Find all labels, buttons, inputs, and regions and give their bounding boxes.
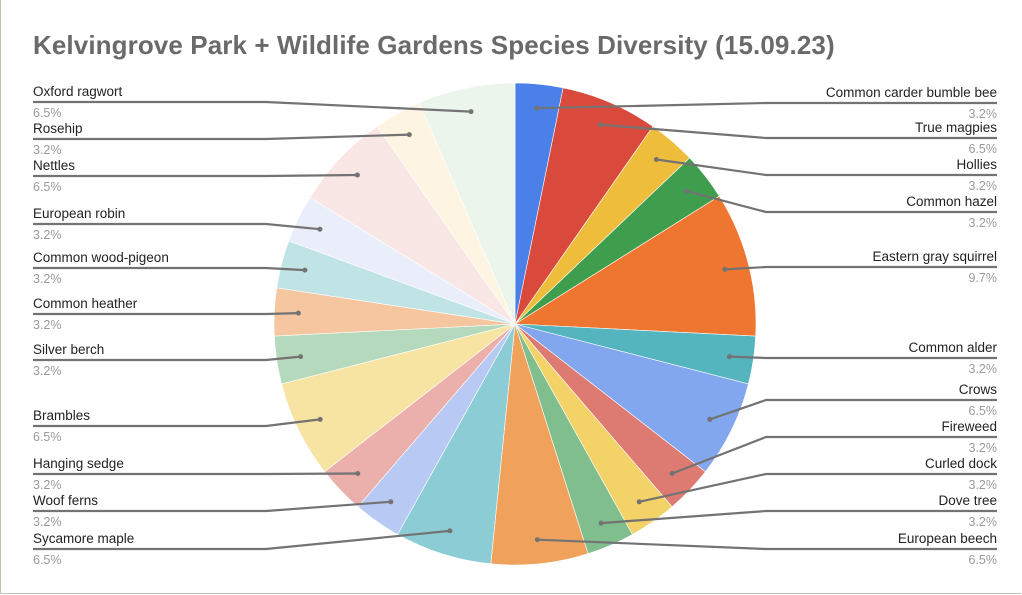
slice-percent-eastern-gray-squirrel: 9.7%: [969, 271, 998, 285]
leader-dot-common-carder-bumble-bee: [534, 105, 540, 111]
slice-percent-common-heather: 3.2%: [33, 318, 62, 332]
leader-line-eastern-gray-squirrel: [724, 265, 997, 271]
slice-label-nettles: Nettles: [33, 158, 75, 173]
slice-percent-common-carder-bumble-bee: 3.2%: [969, 107, 998, 121]
leader-line-brambles: [33, 418, 321, 428]
slice-percent-rosehip: 3.2%: [33, 143, 62, 157]
slice-label-true-magpies: True magpies: [915, 120, 997, 135]
slice-percent-woof-ferns: 3.2%: [33, 515, 62, 529]
leader-line-fireweed: [671, 435, 997, 475]
leader-dot-common-heather: [295, 310, 301, 316]
leader-dot-fireweed: [669, 471, 675, 476]
leader-line-curled-dock: [638, 472, 997, 503]
leader-dot-woof-ferns: [388, 499, 394, 505]
leader-dot-sycamore-maple: [447, 528, 453, 534]
chart-title: Kelvingrove Park + Wildlife Gardens Spec…: [33, 30, 835, 60]
leader-dot-eastern-gray-squirrel: [722, 266, 728, 272]
slice-percent-true-magpies: 6.5%: [969, 142, 998, 156]
slice-percent-common-wood-pigeon: 3.2%: [33, 272, 62, 286]
leader-line-silver-berch: [33, 355, 301, 362]
slice-label-european-robin: European robin: [33, 206, 125, 221]
slice-percent-european-beech: 6.5%: [969, 553, 998, 567]
leader-line-common-wood-pigeon: [33, 266, 305, 272]
leader-line-sycamore-maple: [33, 529, 451, 551]
leader-line-hollies: [656, 158, 997, 177]
leader-dot-true-magpies: [598, 122, 603, 128]
leader-line-nettles: [33, 173, 358, 178]
slice-label-oxford-ragwort: Oxford ragwort: [33, 84, 123, 99]
leader-dot-oxford-ragwort: [468, 109, 474, 115]
leader-line-european-beech: [537, 538, 997, 551]
leader-dot-common-alder: [726, 354, 732, 360]
leader-line-hanging-sedge: [33, 472, 358, 476]
slice-label-eastern-gray-squirrel: Eastern gray squirrel: [872, 249, 997, 264]
slice-percent-fireweed: 3.2%: [969, 441, 998, 455]
leader-line-common-carder-bumble-bee: [536, 101, 997, 110]
leader-dot-european-robin: [317, 226, 323, 232]
slice-percent-common-hazel: 3.2%: [969, 216, 998, 230]
slice-label-crows: Crows: [959, 382, 998, 397]
leader-line-true-magpies: [600, 123, 997, 140]
leader-dot-dove-tree: [598, 520, 604, 526]
slice-label-common-alder: Common alder: [908, 340, 997, 355]
slice-percent-brambles: 6.5%: [33, 430, 62, 444]
leader-line-crows: [709, 398, 997, 421]
pie-slice-eastern-gray-squirrel: [514, 195, 757, 337]
leader-line-common-heather: [33, 312, 299, 316]
slice-percent-common-alder: 3.2%: [969, 362, 998, 376]
leader-dot-brambles: [317, 416, 323, 422]
slice-percent-sycamore-maple: 6.5%: [33, 553, 62, 567]
leader-dot-rosehip: [406, 132, 412, 138]
leader-line-oxford-ragwort: [33, 100, 472, 113]
slice-label-common-hazel: Common hazel: [906, 194, 997, 209]
leader-line-rosehip: [33, 133, 410, 141]
slice-label-woof-ferns: Woof ferns: [33, 493, 98, 508]
slice-label-european-beech: European beech: [898, 531, 997, 546]
slice-percent-silver-berch: 3.2%: [33, 364, 62, 378]
slice-label-common-heather: Common heather: [33, 296, 138, 311]
leader-line-european-robin: [33, 222, 321, 231]
slice-label-dove-tree: Dove tree: [938, 493, 997, 508]
slice-percent-oxford-ragwort: 6.5%: [33, 106, 62, 120]
leader-line-common-alder: [729, 355, 997, 360]
slice-label-sycamore-maple: Sycamore maple: [33, 531, 134, 546]
slice-label-common-wood-pigeon: Common wood-pigeon: [33, 250, 169, 265]
leader-dot-silver-berch: [298, 354, 304, 360]
slice-label-common-carder-bumble-bee: Common carder bumble bee: [826, 85, 997, 100]
leader-dot-common-hazel: [683, 188, 689, 194]
leader-dot-common-wood-pigeon: [302, 267, 308, 273]
slice-percent-european-robin: 3.2%: [33, 228, 62, 242]
slice-label-silver-berch: Silver berch: [33, 342, 104, 357]
leader-dot-curled-dock: [636, 499, 642, 505]
slice-label-curled-dock: Curled dock: [925, 456, 997, 471]
slice-percent-hanging-sedge: 3.2%: [33, 478, 62, 492]
pie-slice-oxford-ragwort: [418, 82, 516, 325]
slice-percent-curled-dock: 3.2%: [969, 478, 998, 492]
slice-percent-hollies: 3.2%: [969, 179, 998, 193]
leader-lines: [33, 100, 997, 551]
slice-percent-crows: 6.5%: [969, 404, 998, 418]
slice-percent-nettles: 6.5%: [33, 180, 62, 194]
leader-dot-hollies: [653, 157, 659, 162]
slice-label-brambles: Brambles: [33, 408, 90, 423]
leader-line-common-hazel: [686, 190, 997, 214]
slice-percent-dove-tree: 3.2%: [969, 515, 998, 529]
leader-line-dove-tree: [601, 509, 997, 525]
leader-dot-nettles: [354, 172, 360, 178]
leader-line-woof-ferns: [33, 500, 391, 513]
slice-label-hollies: Hollies: [956, 157, 997, 172]
pie-slices: [273, 82, 757, 566]
leader-dot-european-beech: [534, 537, 540, 543]
leader-dot-hanging-sedge: [355, 471, 361, 476]
slice-label-hanging-sedge: Hanging sedge: [33, 456, 124, 471]
slice-label-fireweed: Fireweed: [941, 419, 997, 434]
slice-label-rosehip: Rosehip: [33, 121, 83, 136]
leader-dot-crows: [707, 416, 713, 422]
